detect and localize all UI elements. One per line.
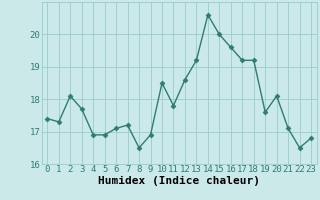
X-axis label: Humidex (Indice chaleur): Humidex (Indice chaleur) — [98, 176, 260, 186]
